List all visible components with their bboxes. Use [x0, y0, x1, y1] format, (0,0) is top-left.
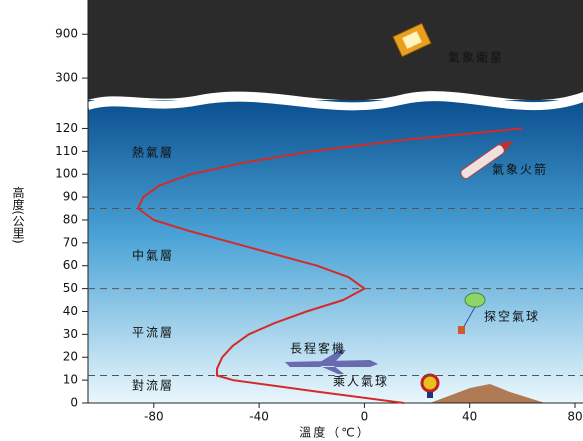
- y-tick-label: 20: [63, 350, 78, 364]
- annotation: 長程客機: [290, 341, 346, 356]
- x-axis-title: 溫度（℃）: [299, 425, 370, 440]
- space-background: [88, 0, 583, 100]
- x-tick-label: 80: [567, 410, 582, 424]
- annotation: 乘人氣球: [333, 375, 389, 389]
- y-tick-label: 80: [63, 212, 78, 226]
- y-tick-label: 40: [63, 304, 78, 318]
- annotation: 氣象火箭: [492, 162, 548, 177]
- layer-label: 對流層: [132, 379, 174, 393]
- y-tick-label: 110: [55, 144, 78, 158]
- y-tick-label: 900: [55, 27, 78, 41]
- y-tick-label: 10: [63, 373, 78, 387]
- y-tick-label: 30: [63, 327, 78, 341]
- x-tick-label: -80: [144, 410, 164, 424]
- y-tick-label: 90: [63, 190, 78, 204]
- y-axis-title: 高度(公里): [11, 185, 25, 244]
- y-tick-label: 70: [63, 235, 78, 249]
- annotation: 探空氣球: [484, 310, 540, 324]
- y-tick-label: 100: [55, 167, 78, 181]
- y-tick-label: 120: [55, 121, 78, 135]
- layer-label: 中氣層: [132, 248, 174, 263]
- y-tick-label: 300: [55, 71, 78, 85]
- y-tick-label: 0: [70, 396, 78, 410]
- y-tick-label: 50: [63, 281, 78, 295]
- layer-label: 熱氣層: [132, 146, 174, 160]
- annotation: 氣象衛星: [448, 51, 504, 65]
- x-tick-label: 40: [462, 410, 477, 424]
- x-tick-label: -40: [249, 410, 269, 424]
- y-tick-label: 60: [63, 258, 78, 272]
- x-tick-label: 0: [361, 410, 369, 424]
- chart: 300 900 氣象衛星 0 10 20 30 40 50 60 70 80 90 100 110 120 -8…: [0, 0, 583, 441]
- layer-label: 平流層: [132, 326, 174, 340]
